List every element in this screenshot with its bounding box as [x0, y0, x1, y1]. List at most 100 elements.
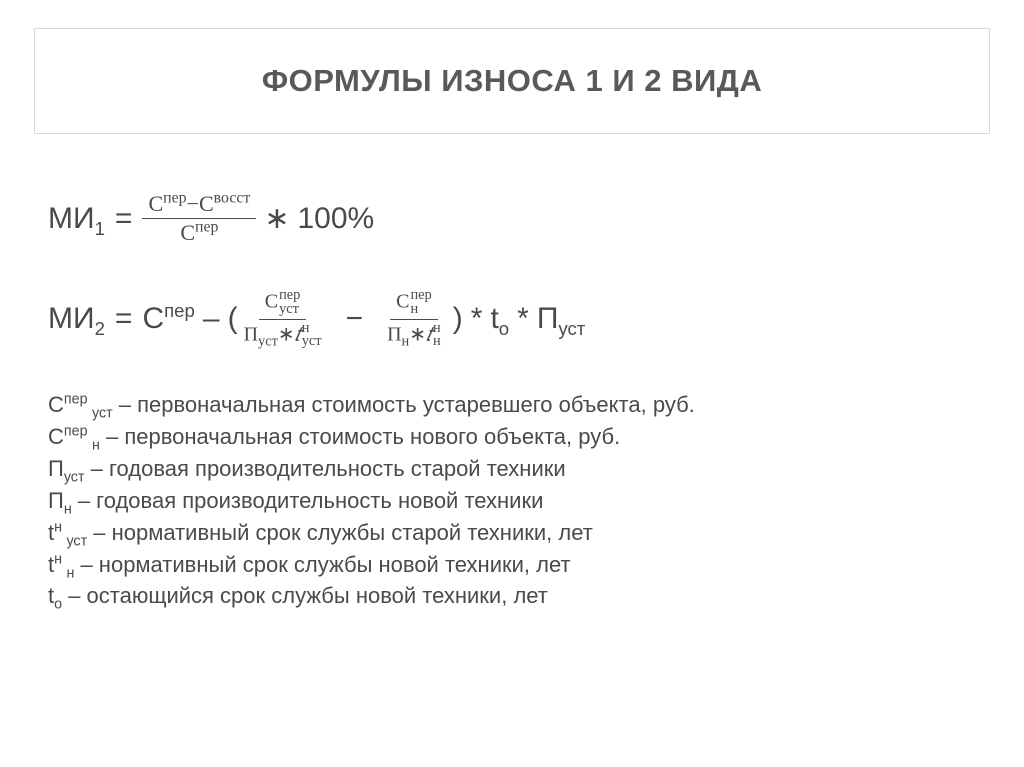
page-title: ФОРМУЛЫ ИЗНОСА 1 И 2 ВИДА — [45, 63, 979, 99]
left-paren: ( — [228, 302, 238, 336]
definition-row: Спер уст – первоначальная стоимость уста… — [48, 389, 990, 421]
definitions-list: Спер уст – первоначальная стоимость уста… — [48, 389, 990, 612]
definition-term: Пн — [48, 488, 72, 513]
mi-sub: 1 — [95, 218, 105, 239]
mi-base: МИ — [48, 202, 95, 235]
times-sign: ∗ — [409, 323, 426, 345]
c-sup: пер — [163, 190, 186, 207]
c-base: С — [396, 291, 409, 313]
sub: уст — [302, 335, 322, 349]
definition-term: tн уст — [48, 520, 87, 545]
t-base: 𝑡 — [426, 323, 432, 345]
definition-desc: – первоначальная стоимость устаревшего о… — [113, 392, 695, 417]
definition-term: tн н — [48, 552, 74, 577]
definition-row: Пуст – годовая производительность старой… — [48, 453, 990, 485]
term-base: С — [48, 392, 64, 417]
supsub: перуст — [279, 289, 300, 316]
fraction-numerator: Спер−Свосст — [142, 192, 256, 219]
times-sign: ∗ — [278, 323, 295, 345]
formula-2-lhs: МИ2 — [48, 302, 105, 336]
term-sub: уст — [66, 533, 87, 549]
fraction-denominator: Спер — [174, 219, 224, 245]
definition-desc: – годовая производительность старой техн… — [85, 456, 566, 481]
definition-row: tн уст – нормативный срок службы старой … — [48, 517, 990, 549]
equals-sign: = — [115, 202, 133, 236]
definition-desc: – годовая производительность новой техни… — [72, 488, 544, 513]
minus-sign: − — [346, 302, 364, 336]
definition-term: tо — [48, 583, 62, 608]
p-base: П — [244, 323, 258, 345]
fraction-numerator: Сперн — [390, 289, 438, 319]
c-sup: восст — [214, 190, 251, 207]
definition-desc: – нормативный срок службы старой техники… — [87, 520, 593, 545]
mi-sub: 2 — [95, 318, 105, 339]
term-sub: н — [64, 501, 72, 517]
fraction-denominator: Пуст∗𝑡нуст — [238, 320, 328, 349]
c-base: С — [142, 302, 164, 335]
c-base: С — [180, 220, 195, 245]
term-sub: н — [92, 437, 100, 453]
term-sup: н — [54, 551, 62, 567]
supsub: нуст — [302, 322, 322, 349]
formula-1-lhs: МИ1 — [48, 202, 105, 236]
p-sub: уст — [258, 333, 278, 349]
term-sub: уст — [92, 405, 113, 421]
definition-term: Спер н — [48, 424, 100, 449]
slide: ФОРМУЛЫ ИЗНОСА 1 И 2 ВИДА МИ1 = Спер−Сво… — [0, 0, 1024, 767]
formula-2-fraction-2: Сперн Пн ∗𝑡нн — [381, 289, 447, 349]
term-sup: пер — [64, 424, 88, 440]
term-base: П — [48, 488, 64, 513]
minus-sign: – — [203, 302, 220, 336]
equals-sign: = — [115, 302, 133, 336]
lead-term: Спер — [142, 302, 194, 336]
c-sup: пер — [195, 219, 218, 236]
term-sup: пер — [64, 392, 88, 408]
right-paren: ) — [453, 302, 463, 336]
p-term: Пуст — [537, 302, 585, 336]
definition-term: Пуст — [48, 456, 85, 481]
supsub: нн — [433, 322, 441, 349]
hundred-percent: 100% — [297, 202, 374, 236]
term-base: П — [48, 456, 64, 481]
term-sub: о — [54, 597, 62, 613]
definition-desc: – первоначальная стоимость нового объект… — [100, 424, 620, 449]
definition-desc: – остающийся срок службы новой техники, … — [62, 583, 548, 608]
definition-row: Спер н – первоначальная стоимость нового… — [48, 421, 990, 453]
definition-row: Пн – годовая производительность новой те… — [48, 485, 990, 517]
mi-base: МИ — [48, 302, 95, 335]
t-base: 𝑡 — [295, 323, 301, 345]
fraction-numerator: Сперуст — [259, 289, 307, 319]
t-term: tо — [490, 302, 509, 336]
definition-term: Спер уст — [48, 392, 113, 417]
t-sub: о — [499, 318, 509, 339]
title-box: ФОРМУЛЫ ИЗНОСА 1 И 2 ВИДА — [34, 28, 990, 134]
c-base: С — [148, 191, 163, 216]
sub: н — [410, 303, 431, 317]
content-area: МИ1 = Спер−Свосст Спер ∗ 100% МИ2 = Спер — [34, 192, 990, 612]
t-base: t — [490, 302, 498, 335]
p-sub: уст — [558, 318, 585, 339]
term-sub: уст — [64, 469, 85, 485]
fraction-denominator: Пн ∗𝑡нн — [381, 320, 447, 349]
p-base: П — [387, 323, 401, 345]
formula-1: МИ1 = Спер−Свосст Спер ∗ 100% — [48, 192, 990, 245]
supsub: перн — [410, 289, 431, 316]
definition-row: tн н – нормативный срок службы новой тех… — [48, 549, 990, 581]
p-base: П — [537, 302, 559, 335]
times-sign: * — [471, 302, 483, 336]
definition-desc: – нормативный срок службы новой техники,… — [74, 552, 570, 577]
minus-sign: − — [187, 191, 199, 216]
term-sup: н — [54, 519, 62, 535]
term-base: С — [48, 424, 64, 449]
formula-1-fraction: Спер−Свосст Спер — [142, 192, 256, 245]
c-base: С — [265, 291, 278, 313]
times-sign: * — [517, 302, 529, 336]
sub: н — [433, 335, 441, 349]
c-base: С — [199, 191, 214, 216]
times-sign: ∗ — [264, 201, 289, 236]
formula-2: МИ2 = Спер – ( Сперуст Пуст∗𝑡нуст − Спер… — [48, 289, 990, 349]
c-sup: пер — [164, 300, 195, 321]
sub: уст — [279, 303, 300, 317]
formula-2-fraction-1: Сперуст Пуст∗𝑡нуст — [238, 289, 328, 349]
definition-row: tо – остающийся срок службы новой техник… — [48, 580, 990, 612]
